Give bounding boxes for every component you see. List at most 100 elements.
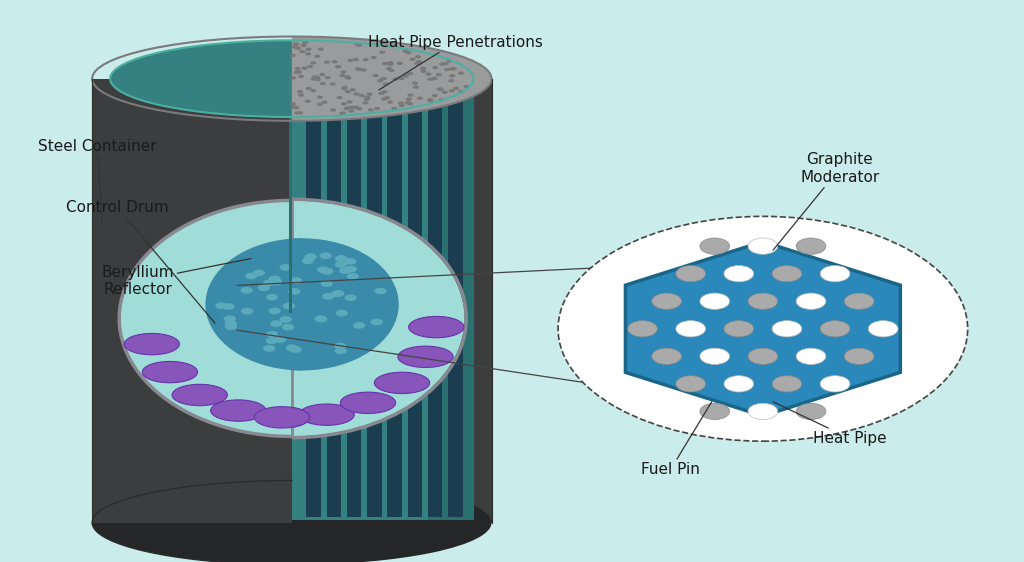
Circle shape bbox=[321, 280, 333, 287]
Circle shape bbox=[340, 111, 346, 115]
Circle shape bbox=[416, 60, 422, 64]
Circle shape bbox=[266, 294, 279, 301]
Circle shape bbox=[748, 348, 778, 365]
Circle shape bbox=[415, 55, 421, 58]
Circle shape bbox=[215, 302, 227, 309]
Circle shape bbox=[310, 89, 316, 92]
Circle shape bbox=[391, 107, 397, 110]
Circle shape bbox=[241, 287, 253, 294]
Circle shape bbox=[319, 252, 332, 259]
Ellipse shape bbox=[299, 404, 354, 425]
Circle shape bbox=[224, 323, 237, 330]
Circle shape bbox=[290, 277, 302, 284]
Circle shape bbox=[427, 78, 433, 81]
Circle shape bbox=[223, 315, 236, 322]
Circle shape bbox=[325, 76, 331, 79]
Circle shape bbox=[381, 97, 387, 101]
Circle shape bbox=[258, 284, 270, 291]
Circle shape bbox=[441, 90, 447, 94]
Polygon shape bbox=[428, 81, 473, 520]
Circle shape bbox=[350, 106, 356, 109]
Circle shape bbox=[377, 79, 383, 83]
Circle shape bbox=[241, 287, 253, 294]
Circle shape bbox=[283, 302, 295, 309]
Circle shape bbox=[300, 44, 306, 47]
Circle shape bbox=[266, 294, 279, 301]
Circle shape bbox=[270, 320, 283, 327]
Circle shape bbox=[345, 266, 357, 273]
Polygon shape bbox=[111, 79, 292, 523]
Circle shape bbox=[772, 376, 802, 392]
Circle shape bbox=[392, 78, 398, 81]
Text: Steel Container: Steel Container bbox=[38, 139, 157, 225]
Circle shape bbox=[820, 320, 850, 337]
Circle shape bbox=[772, 266, 802, 282]
Circle shape bbox=[387, 63, 393, 66]
Polygon shape bbox=[387, 84, 401, 517]
Circle shape bbox=[558, 216, 968, 441]
Circle shape bbox=[652, 293, 682, 310]
Circle shape bbox=[398, 104, 404, 107]
Circle shape bbox=[797, 238, 825, 254]
Circle shape bbox=[700, 348, 729, 365]
Circle shape bbox=[353, 92, 359, 96]
Circle shape bbox=[435, 73, 441, 76]
Circle shape bbox=[332, 290, 344, 297]
Polygon shape bbox=[289, 79, 292, 312]
Circle shape bbox=[379, 51, 385, 54]
Circle shape bbox=[298, 93, 304, 97]
Circle shape bbox=[301, 257, 313, 264]
Circle shape bbox=[268, 276, 281, 283]
Circle shape bbox=[222, 303, 234, 310]
Circle shape bbox=[797, 348, 825, 365]
Circle shape bbox=[265, 337, 278, 344]
Circle shape bbox=[844, 348, 873, 365]
Circle shape bbox=[820, 376, 850, 392]
Circle shape bbox=[274, 336, 287, 343]
Circle shape bbox=[334, 343, 346, 350]
Circle shape bbox=[384, 96, 390, 99]
Circle shape bbox=[266, 331, 279, 338]
Circle shape bbox=[270, 279, 283, 285]
Circle shape bbox=[304, 253, 316, 260]
Circle shape bbox=[335, 65, 341, 69]
Circle shape bbox=[290, 53, 296, 57]
Circle shape bbox=[426, 72, 432, 76]
Circle shape bbox=[628, 320, 657, 337]
Circle shape bbox=[314, 55, 321, 58]
Circle shape bbox=[676, 266, 706, 282]
Circle shape bbox=[274, 336, 287, 343]
Circle shape bbox=[868, 320, 898, 337]
Ellipse shape bbox=[119, 201, 465, 437]
Ellipse shape bbox=[340, 392, 395, 414]
Circle shape bbox=[266, 331, 279, 338]
Circle shape bbox=[290, 102, 296, 106]
Circle shape bbox=[375, 288, 387, 294]
Ellipse shape bbox=[111, 40, 473, 117]
Circle shape bbox=[258, 284, 270, 291]
Circle shape bbox=[346, 106, 352, 109]
Circle shape bbox=[290, 346, 302, 353]
Circle shape bbox=[396, 62, 402, 65]
Circle shape bbox=[294, 71, 300, 74]
Circle shape bbox=[349, 88, 355, 92]
Polygon shape bbox=[292, 81, 473, 520]
Circle shape bbox=[268, 307, 281, 314]
Text: Heat Pipe Penetrations: Heat Pipe Penetrations bbox=[369, 35, 543, 90]
Circle shape bbox=[345, 76, 351, 80]
Circle shape bbox=[319, 73, 326, 76]
Polygon shape bbox=[408, 84, 422, 517]
Circle shape bbox=[442, 62, 449, 65]
Circle shape bbox=[253, 270, 265, 277]
Circle shape bbox=[282, 324, 294, 330]
Circle shape bbox=[280, 316, 292, 323]
Circle shape bbox=[383, 83, 389, 86]
Circle shape bbox=[305, 52, 311, 56]
Circle shape bbox=[295, 67, 301, 70]
Circle shape bbox=[345, 90, 351, 93]
Circle shape bbox=[316, 102, 323, 106]
Circle shape bbox=[450, 74, 456, 78]
Circle shape bbox=[270, 320, 283, 327]
Circle shape bbox=[245, 273, 257, 279]
Circle shape bbox=[458, 71, 464, 75]
